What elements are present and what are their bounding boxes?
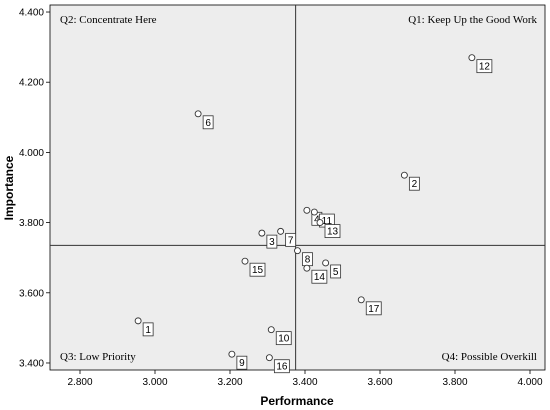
data-point-group: 2 — [400, 171, 420, 191]
data-point — [294, 247, 301, 255]
point-label: 14 — [314, 272, 326, 283]
point-label: 10 — [278, 334, 290, 345]
x-tick-label: 2.800 — [67, 377, 92, 388]
point-label-box — [273, 359, 290, 374]
data-point-group: 7 — [277, 227, 297, 247]
data-point-group: 17 — [357, 296, 382, 316]
point-label-box — [249, 262, 266, 277]
y-tick-label: 3.800 — [19, 218, 44, 229]
y-tick-label: 4.400 — [19, 8, 44, 19]
point-label: 7 — [288, 235, 294, 246]
x-axis-title: Performance — [260, 394, 334, 408]
data-point — [241, 257, 249, 265]
point-label-box — [365, 301, 382, 316]
x-tick-label: 3.800 — [442, 377, 467, 388]
plot-area — [49, 4, 546, 371]
data-point-group: 10 — [267, 326, 292, 346]
data-point — [400, 171, 408, 179]
data-point-group: 9 — [228, 350, 248, 370]
reference-lines — [50, 5, 545, 370]
point-label: 3 — [269, 237, 275, 248]
data-point-group: 1 — [134, 317, 154, 337]
data-point — [357, 296, 365, 304]
data-point-group: 16 — [265, 354, 290, 374]
point-label-box — [275, 331, 292, 346]
quadrant-label-q4: Q4: Possible Overkill — [442, 351, 537, 363]
data-point-group: 13 — [316, 219, 341, 238]
data-point — [316, 219, 324, 227]
point-label-box — [476, 59, 493, 74]
data-point — [265, 354, 273, 362]
point-label-box — [408, 176, 420, 191]
quadrant-labels: Q2: Concentrate Here Q1: Keep Up the Goo… — [60, 14, 537, 363]
data-point-group: 3 — [258, 229, 278, 249]
quadrant-label-q2: Q2: Concentrate Here — [60, 14, 157, 26]
data-point-group: 5 — [322, 259, 342, 279]
data-point-group: 15 — [241, 257, 266, 277]
x-tick-label: 3.200 — [217, 377, 242, 388]
data-point-group: 12 — [468, 54, 493, 74]
point-label: 1 — [145, 325, 151, 336]
data-point — [194, 110, 202, 118]
data-point — [267, 326, 275, 334]
point-label-box — [266, 234, 278, 249]
quadrant-label-q1: Q1: Keep Up the Good Work — [408, 14, 537, 26]
point-label: 12 — [479, 62, 491, 73]
point-label: 2 — [412, 179, 418, 190]
point-label: 13 — [327, 227, 339, 238]
data-point — [277, 227, 285, 235]
point-label-box — [330, 264, 342, 279]
data-point — [322, 259, 330, 267]
data-point-group: 6 — [194, 110, 214, 130]
point-label: 15 — [252, 265, 264, 276]
y-axis-title: Importance — [2, 155, 16, 220]
x-tick-label: 3.600 — [367, 377, 392, 388]
point-label: 16 — [276, 362, 288, 373]
data-point — [310, 208, 318, 216]
point-label: 11 — [322, 216, 333, 227]
x-tick-label: 3.400 — [292, 377, 317, 388]
data-point — [134, 317, 142, 325]
y-tick-label: 4.200 — [19, 78, 44, 89]
point-label-box — [324, 224, 341, 238]
y-tick-label: 3.600 — [19, 288, 44, 299]
data-point — [228, 350, 236, 358]
data-point — [303, 206, 311, 214]
axis-ticks: 2.800 3.000 3.200 3.400 3.600 3.800 4.000 3.400… — [19, 8, 543, 388]
point-label: 17 — [368, 304, 380, 315]
point-label: 8 — [305, 255, 311, 266]
point-label-box — [311, 269, 328, 284]
point-label: 6 — [205, 118, 211, 129]
data-point-group: 14 — [303, 264, 328, 284]
quadrant-label-q3: Q3: Low Priority — [60, 351, 136, 363]
x-tick-label: 3.000 — [142, 377, 167, 388]
y-tick-label: 3.400 — [19, 358, 44, 369]
point-label-box — [202, 115, 214, 130]
data-point — [468, 54, 476, 62]
point-label: 5 — [333, 267, 339, 278]
point-label-box — [236, 355, 248, 370]
data-point — [303, 264, 311, 272]
point-label: 4 — [314, 214, 320, 225]
x-tick-label: 4.000 — [517, 377, 542, 388]
point-label: 9 — [239, 358, 245, 369]
data-point — [258, 229, 266, 237]
y-tick-label: 4.000 — [19, 148, 44, 159]
point-label-box — [142, 322, 154, 337]
point-label-box — [285, 232, 297, 247]
